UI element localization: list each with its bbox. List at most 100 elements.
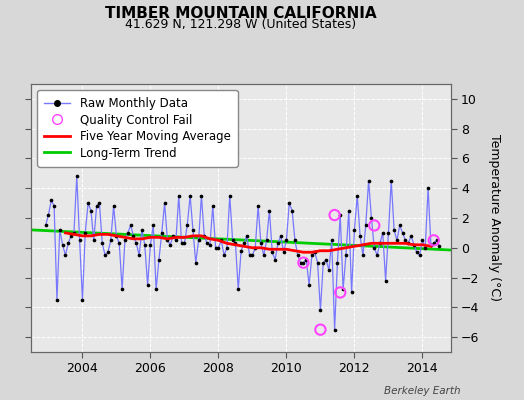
Point [95,200,104,206]
Point [336,289,344,296]
Point [359,252,367,258]
Point [245,252,254,258]
Point [72,173,81,180]
Y-axis label: Temperature Anomaly (°C): Temperature Anomaly (°C) [488,134,501,302]
Point [353,192,362,199]
Point [427,242,435,248]
Point [421,244,430,251]
Point [220,252,228,258]
Point [271,256,279,263]
Point [274,240,282,246]
Point [223,244,231,251]
Point [418,237,427,244]
Point [319,260,328,266]
Point [288,207,296,214]
Point [424,185,432,192]
Point [279,249,288,256]
Point [197,192,205,199]
Point [67,233,75,239]
Point [325,267,333,273]
Point [138,227,146,233]
Text: 41.629 N, 121.298 W (United States): 41.629 N, 121.298 W (United States) [125,18,357,31]
Point [356,233,364,239]
Point [140,242,149,248]
Point [146,242,155,248]
Point [174,192,183,199]
Point [410,242,418,248]
Point [404,240,412,246]
Point [432,237,441,244]
Point [387,178,396,184]
Point [392,237,401,244]
Point [265,207,274,214]
Point [367,215,376,221]
Point [285,200,293,206]
Point [53,297,61,303]
Point [277,233,285,239]
Point [70,230,78,236]
Point [333,260,342,266]
Point [180,240,189,246]
Point [430,237,438,244]
Point [183,222,191,229]
Point [370,222,378,229]
Point [206,242,214,248]
Point [308,252,316,258]
Point [231,240,239,246]
Point [362,222,370,229]
Point [158,230,166,236]
Point [339,286,347,293]
Point [297,260,305,266]
Point [257,240,265,246]
Point [430,240,438,246]
Point [336,212,344,218]
Point [144,282,152,288]
Point [263,237,271,244]
Point [291,237,299,244]
Point [225,192,234,199]
Point [217,237,225,244]
Point [243,233,251,239]
Point [129,233,138,239]
Point [149,222,157,229]
Point [228,237,237,244]
Point [302,256,310,263]
Point [75,237,84,244]
Point [282,237,291,244]
Point [104,249,112,256]
Point [259,252,268,258]
Point [101,252,110,258]
Point [268,249,277,256]
Point [251,244,259,251]
Text: Berkeley Earth: Berkeley Earth [385,386,461,396]
Point [135,252,143,258]
Point [384,230,392,236]
Point [373,252,381,258]
Point [98,240,106,246]
Point [132,240,140,246]
Point [106,237,115,244]
Point [328,237,336,244]
Point [396,222,404,229]
Point [331,212,339,218]
Point [169,233,177,239]
Point [407,233,416,239]
Point [81,230,90,236]
Legend: Raw Monthly Data, Quality Control Fail, Five Year Moving Average, Long-Term Tren: Raw Monthly Data, Quality Control Fail, … [37,90,238,167]
Point [316,307,325,314]
Point [381,277,390,284]
Point [390,227,398,233]
Point [364,178,373,184]
Point [178,240,186,246]
Point [316,326,325,333]
Point [87,207,95,214]
Point [237,248,245,254]
Point [121,237,129,244]
Point [61,252,70,258]
Point [192,260,200,266]
Point [118,286,126,293]
Point [186,192,194,199]
Point [416,252,424,258]
Point [347,289,356,296]
Point [378,230,387,236]
